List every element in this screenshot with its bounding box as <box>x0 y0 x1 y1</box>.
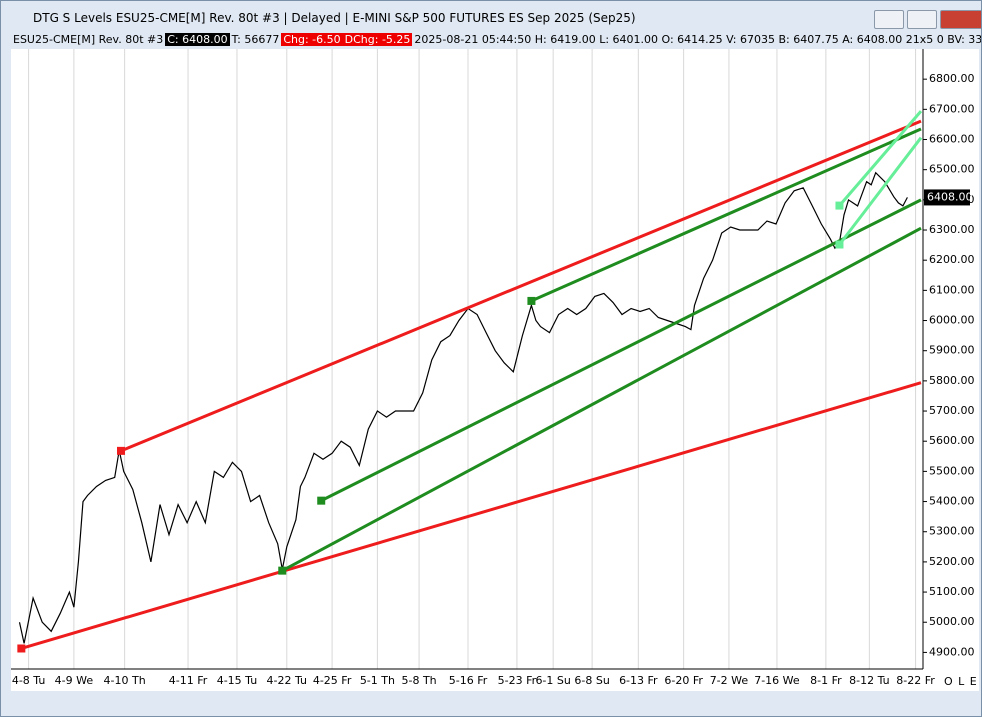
x-tick-label: 4-9 We <box>55 674 94 687</box>
y-tick-label: 5100.00 <box>929 585 975 598</box>
x-tick-label: 7-16 We <box>754 674 800 687</box>
x-tick-label: 4-8 Tu <box>12 674 45 687</box>
anchor-marker <box>527 296 536 305</box>
x-tick-label: 6-1 Su <box>535 674 570 687</box>
x-tick-label: 4-10 Th <box>104 674 146 687</box>
y-tick-label: 5500.00 <box>929 464 975 477</box>
y-tick-label: 6700.00 <box>929 102 975 115</box>
last-price-label: 6408.00 <box>927 190 973 203</box>
y-tick-label: 6300.00 <box>929 223 975 236</box>
y-tick-label: 5900.00 <box>929 344 975 357</box>
window-title: DTG S Levels ESU25-CME[M] Rev. 80t #3 | … <box>33 11 636 25</box>
trendline <box>20 381 922 650</box>
x-tick-label: 6-20 Fr <box>664 674 703 687</box>
x-tick-label: 4-15 Tu <box>217 674 257 687</box>
y-tick-label: 5700.00 <box>929 404 975 417</box>
y-tick-label: 5600.00 <box>929 434 975 447</box>
y-tick-label: 5000.00 <box>929 615 975 628</box>
time-axis <box>11 669 979 691</box>
x-tick-label: 4-22 Tu <box>267 674 307 687</box>
x-tick-label: 4-11 Fr <box>169 674 208 687</box>
y-tick-label: 6100.00 <box>929 283 975 296</box>
day-change: DChg: -5.25 <box>342 33 413 46</box>
symbol: ESU25-CME[M] Rev. 80t #3 <box>13 33 164 46</box>
trendline <box>530 127 922 303</box>
x-tick-label: 8-1 Fr <box>810 674 842 687</box>
anchor-marker <box>117 446 126 455</box>
x-tick-label: 6-8 Su <box>574 674 609 687</box>
trendline <box>838 136 923 246</box>
y-tick-label: 6600.00 <box>929 133 975 146</box>
close: C: 6408.00 <box>165 33 230 46</box>
y-tick-label: 6200.00 <box>929 253 975 266</box>
x-tick-label: 8-22 Fr <box>896 674 935 687</box>
anchor-marker <box>317 496 326 505</box>
anchor-marker <box>835 240 844 249</box>
x-tick-label: 5-1 Th <box>360 674 395 687</box>
last-price-box <box>924 189 970 206</box>
maximize-button[interactable] <box>907 10 937 29</box>
y-tick-label: 6500.00 <box>929 163 975 176</box>
trendline <box>120 119 922 453</box>
anchor-marker <box>278 566 287 575</box>
x-tick-label: 5-16 Fr <box>449 674 488 687</box>
status: O L E <box>944 675 978 688</box>
x-tick-label: 4-25 Fr <box>313 674 352 687</box>
trendline <box>281 226 922 572</box>
anchor-marker <box>17 644 26 653</box>
trendline <box>838 110 923 207</box>
x-tick-label: 7-2 We <box>710 674 749 687</box>
plot-area <box>11 49 923 669</box>
details: 2025-08-21 05:44:50 H: 6419.00 L: 6401.0… <box>414 33 982 46</box>
close-button[interactable] <box>940 10 981 29</box>
price-axis <box>923 49 979 669</box>
y-tick-label: 5300.00 <box>929 525 975 538</box>
minimize-button[interactable] <box>874 10 904 29</box>
trades: T: 56677 <box>231 33 280 46</box>
y-tick-label: 4900.00 <box>929 645 975 658</box>
info-line: ESU25-CME[M] Rev. 80t #3 C: 6408.00 T: 566… <box>11 33 982 46</box>
y-tick-label: 5200.00 <box>929 555 975 568</box>
x-tick-label: 8-12 Tu <box>849 674 889 687</box>
x-tick-label: 5-8 Th <box>401 674 436 687</box>
y-tick-label: 6800.00 <box>929 72 975 85</box>
y-tick-label: 6000.00 <box>929 314 975 327</box>
change: Chg: -6.50 <box>281 33 343 46</box>
x-tick-label: 5-23 Fr <box>498 674 537 687</box>
trendline <box>320 198 922 502</box>
y-tick-label: 5800.00 <box>929 374 975 387</box>
y-tick-label: 5400.00 <box>929 495 975 508</box>
x-tick-label: 6-13 Fr <box>619 674 658 687</box>
anchor-marker <box>835 201 844 210</box>
